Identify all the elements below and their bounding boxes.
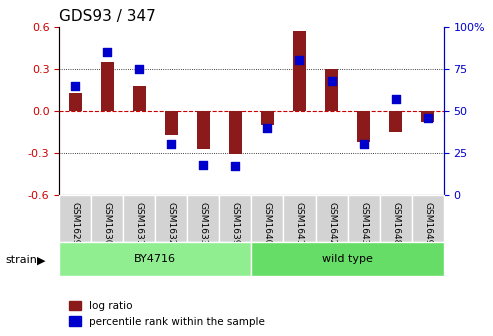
FancyBboxPatch shape [283,195,316,242]
Point [71,83,79,88]
Text: GSM1649: GSM1649 [423,202,432,245]
FancyBboxPatch shape [155,195,187,242]
Text: GSM1640: GSM1640 [263,202,272,245]
Bar [165,111,177,135]
Point [135,66,143,72]
Text: GSM1639: GSM1639 [231,202,240,245]
Text: BY4716: BY4716 [134,254,176,264]
Text: wild type: wild type [322,254,373,264]
Bar [325,69,338,111]
Text: GSM1630: GSM1630 [103,202,112,245]
Text: GSM1632: GSM1632 [167,202,176,245]
Bar [421,111,434,122]
Bar [69,93,81,111]
Bar [357,111,370,142]
Bar [389,111,402,132]
FancyBboxPatch shape [219,195,251,242]
Text: GSM1642: GSM1642 [327,202,336,245]
Legend: log ratio, percentile rank within the sample: log ratio, percentile rank within the sa… [65,297,269,331]
Point [103,49,111,55]
Point [263,125,271,130]
Point [295,58,303,63]
Bar [197,111,210,149]
FancyBboxPatch shape [59,242,251,276]
Point [231,164,239,169]
FancyBboxPatch shape [412,195,444,242]
Text: GSM1631: GSM1631 [135,202,144,245]
Text: strain: strain [5,255,37,265]
FancyBboxPatch shape [123,195,155,242]
Point [359,142,367,147]
FancyBboxPatch shape [316,195,348,242]
Bar [229,111,242,154]
FancyBboxPatch shape [187,195,219,242]
Bar [101,62,113,111]
FancyBboxPatch shape [91,195,123,242]
Point [199,162,207,167]
Text: GSM1641: GSM1641 [295,202,304,245]
FancyBboxPatch shape [251,195,283,242]
Point [423,115,432,120]
FancyBboxPatch shape [348,195,380,242]
Text: GSM1633: GSM1633 [199,202,208,245]
Bar [133,86,146,111]
Bar [261,111,274,125]
Point [167,142,176,147]
FancyBboxPatch shape [380,195,412,242]
Point [391,96,399,102]
Text: GSM1648: GSM1648 [391,202,400,245]
Text: ▶: ▶ [37,255,45,265]
Point [327,78,335,83]
Text: GDS93 / 347: GDS93 / 347 [59,9,156,24]
Bar [293,31,306,111]
FancyBboxPatch shape [59,195,91,242]
FancyBboxPatch shape [251,242,444,276]
Text: GSM1643: GSM1643 [359,202,368,245]
Text: GSM1629: GSM1629 [70,202,80,245]
